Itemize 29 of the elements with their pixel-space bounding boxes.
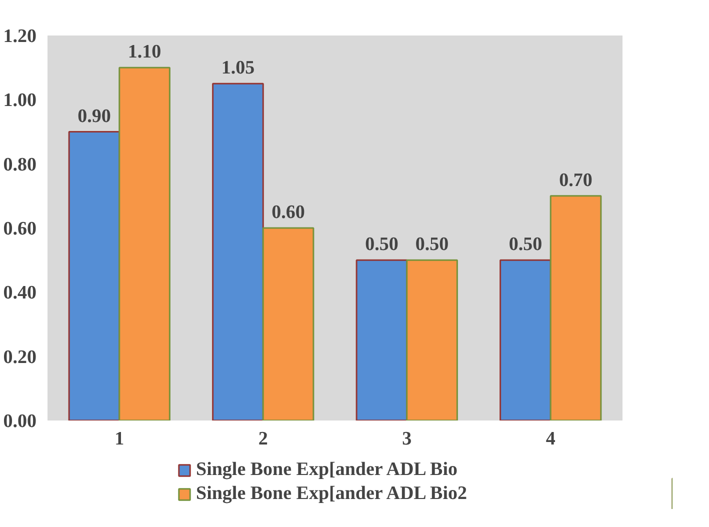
y-tick-label: 1.00 <box>3 90 36 112</box>
legend-label: Single Bone Exp[ander ADL Bio2 <box>196 483 467 505</box>
bar <box>118 66 170 420</box>
bar <box>356 259 408 420</box>
data-label: 0.70 <box>559 170 592 191</box>
data-label: 1.10 <box>128 42 162 63</box>
x-tick-label: 1 <box>114 428 124 450</box>
bar <box>262 227 314 420</box>
x-tick-label: 2 <box>258 428 268 450</box>
data-label: 1.05 <box>221 58 255 79</box>
legend-label: Single Bone Exp[ander ADL Bio <box>196 459 458 481</box>
data-label: 0.50 <box>365 234 398 256</box>
y-tick-label: 1.20 <box>3 26 36 47</box>
bar <box>550 195 602 420</box>
data-label: 0.60 <box>272 202 305 223</box>
bar <box>500 259 552 420</box>
x-tick-label: 3 <box>402 428 412 450</box>
bar <box>212 82 264 420</box>
y-tick-label: 0.20 <box>3 346 36 368</box>
data-label: 0.90 <box>78 106 111 127</box>
data-label: 0.50 <box>508 234 542 256</box>
bar <box>406 259 458 420</box>
y-tick-label: 0.00 <box>3 411 36 432</box>
y-tick-label: 0.80 <box>3 154 36 176</box>
y-tick-label: 0.60 <box>3 218 36 240</box>
data-label: 0.50 <box>415 234 449 256</box>
y-tick-label: 0.40 <box>3 282 36 304</box>
bar <box>68 131 120 420</box>
x-tick-label: 4 <box>546 428 556 450</box>
